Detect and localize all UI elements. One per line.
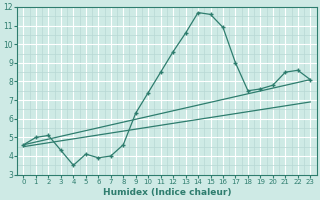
X-axis label: Humidex (Indice chaleur): Humidex (Indice chaleur): [103, 188, 231, 197]
